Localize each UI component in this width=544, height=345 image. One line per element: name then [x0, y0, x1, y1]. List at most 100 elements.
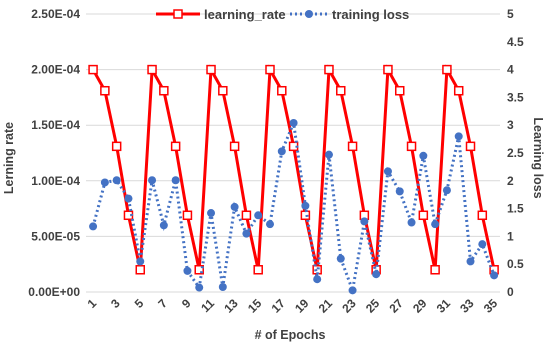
- data-point: [100, 178, 109, 187]
- y-left-tick-label: 0.00E+00: [28, 285, 80, 299]
- data-point: [324, 150, 333, 159]
- data-point: [277, 85, 287, 96]
- data-point: [135, 265, 146, 275]
- x-tick-label: 23: [339, 296, 359, 316]
- y-right-tick-label: 5: [507, 7, 514, 21]
- x-tick-label: 9: [179, 296, 194, 311]
- y-right-tick-label: 1.5: [507, 202, 524, 216]
- data-point: [336, 85, 346, 96]
- y-left-tick-label: 2.50E-04: [31, 7, 80, 21]
- data-point: [230, 202, 239, 211]
- y-right-tick-label: 4: [507, 63, 514, 77]
- x-tick-label: 11: [198, 296, 217, 315]
- x-tick-label: 5: [132, 296, 147, 311]
- legend-swatch-marker: [305, 10, 313, 18]
- data-point: [218, 282, 227, 291]
- data-point: [395, 187, 404, 196]
- data-point: [347, 141, 358, 152]
- y-axis-left-title: Lerning rate: [2, 122, 16, 194]
- legend-label: learning_rate: [204, 7, 286, 22]
- data-point: [277, 147, 286, 156]
- legend-swatch-marker: [173, 9, 183, 19]
- data-point: [241, 210, 252, 221]
- data-point: [289, 118, 298, 127]
- series-line: [91, 64, 496, 271]
- data-point: [453, 85, 464, 96]
- x-tick-label: 13: [221, 296, 241, 316]
- data-point: [383, 167, 392, 176]
- data-point: [478, 240, 487, 249]
- data-point: [348, 286, 357, 295]
- data-point: [431, 220, 440, 229]
- data-point: [454, 132, 463, 141]
- data-point: [360, 217, 369, 226]
- x-tick-label: 1: [85, 296, 100, 311]
- data-point: [477, 210, 488, 221]
- data-point: [183, 266, 192, 275]
- x-tick-label: 19: [292, 296, 312, 316]
- data-point: [182, 210, 193, 221]
- x-axis-tick-labels: 1 3 5 7 9 11 13 15 17 19 21 23 25 27 29 31 33 35: [85, 296, 501, 316]
- data-point: [336, 254, 345, 263]
- data-point: [313, 275, 322, 284]
- series-training-loss: [89, 117, 499, 297]
- series-learning-rate: [88, 64, 499, 275]
- data-point: [253, 265, 263, 275]
- data-point: [394, 85, 405, 96]
- x-tick-label: 3: [108, 296, 123, 311]
- legend: learning_rate training loss: [156, 7, 409, 22]
- y-right-tick-label: 1: [507, 229, 514, 243]
- data-point: [194, 265, 204, 275]
- data-point: [490, 271, 499, 280]
- y-right-tick-label: 2.5: [507, 146, 524, 160]
- data-point: [148, 176, 157, 185]
- x-tick-label: 15: [245, 296, 265, 316]
- y-left-tick-label: 2.00E-04: [31, 63, 80, 77]
- x-tick-label: 31: [434, 296, 454, 316]
- x-tick-label: 27: [387, 296, 407, 316]
- data-point: [419, 151, 428, 160]
- data-point: [265, 64, 275, 75]
- data-point: [207, 209, 216, 218]
- y-right-tick-label: 2: [507, 174, 514, 188]
- data-point: [159, 221, 168, 230]
- data-point: [206, 64, 216, 75]
- data-point: [442, 64, 452, 75]
- data-point: [418, 210, 429, 221]
- y-right-tick-label: 0: [507, 285, 514, 299]
- data-point: [407, 218, 416, 227]
- data-point: [465, 141, 476, 152]
- x-tick-label: 29: [410, 296, 430, 316]
- data-point: [324, 64, 334, 75]
- data-point: [89, 222, 98, 231]
- y-axis-right-title: Learning loss: [531, 117, 544, 198]
- data-point: [112, 176, 121, 185]
- data-point: [170, 141, 181, 152]
- left-y-axis-tick-labels: 0.00E+00 5.00E-05 1.00E-04 1.50E-04 2.00E-04…: [28, 7, 80, 299]
- data-point: [430, 265, 440, 275]
- data-point: [136, 257, 145, 266]
- legend-label: training loss: [332, 7, 409, 22]
- data-point: [147, 64, 157, 75]
- y-left-tick-label: 5.00E-05: [31, 229, 80, 243]
- series-layer: [88, 64, 499, 297]
- data-point: [195, 283, 204, 292]
- data-point: [372, 270, 381, 279]
- data-point: [383, 64, 393, 75]
- x-tick-label: 21: [316, 296, 336, 316]
- y-right-tick-label: 3: [507, 118, 514, 132]
- data-point: [218, 85, 228, 96]
- data-point: [466, 257, 475, 266]
- data-point: [442, 186, 451, 195]
- x-tick-label: 25: [363, 296, 383, 316]
- y-left-tick-label: 1.50E-04: [31, 118, 80, 132]
- x-tick-label: 33: [457, 296, 477, 316]
- data-point: [266, 220, 274, 229]
- data-point: [229, 141, 240, 152]
- right-y-axis-tick-labels: 0 0.5 1 1.5 2 2.5 3 3.5 4 4.5 5: [507, 7, 524, 299]
- x-tick-label: 17: [269, 296, 289, 316]
- x-tick-label: 35: [481, 296, 501, 316]
- y-right-tick-label: 3.5: [507, 90, 524, 104]
- data-point: [124, 194, 133, 203]
